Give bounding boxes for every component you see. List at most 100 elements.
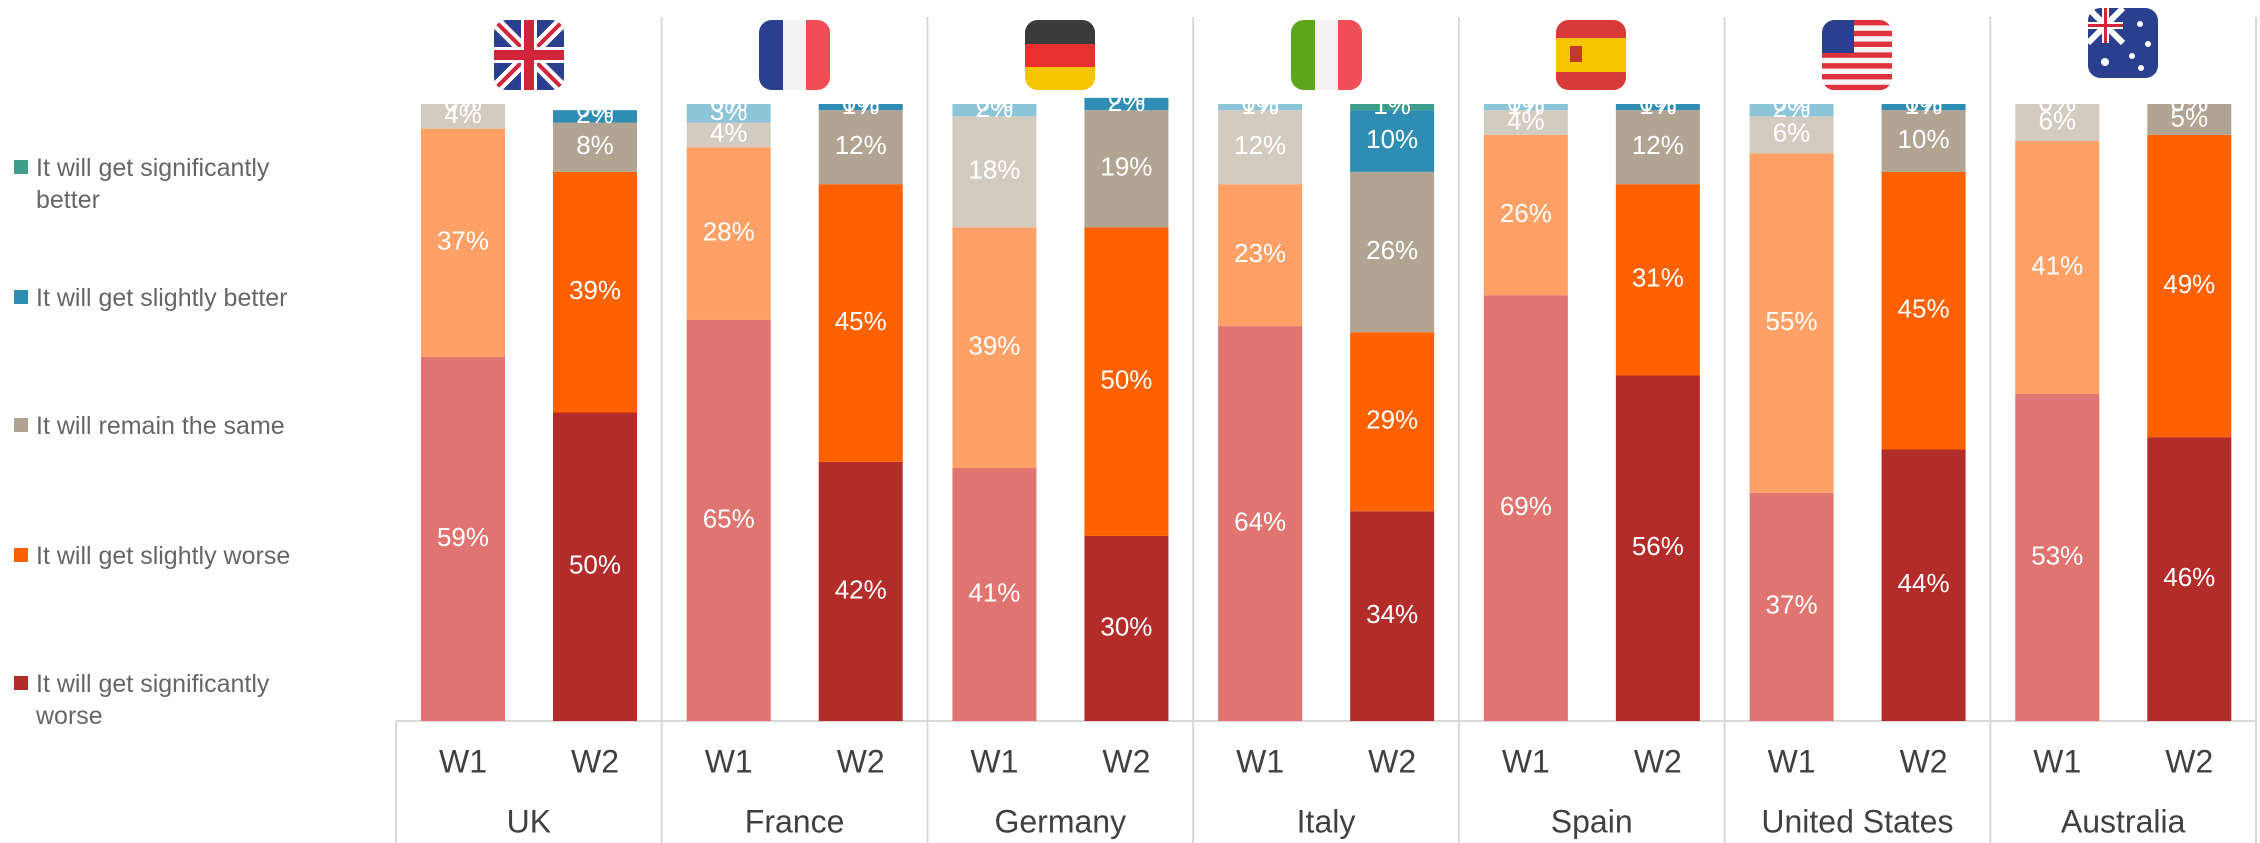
data-label: 1%	[842, 90, 880, 120]
legend-label: It will get slightly better	[36, 284, 288, 312]
flag-uk	[494, 20, 564, 90]
flag-france	[759, 20, 830, 90]
bar-segment	[1350, 171, 1435, 333]
data-label: 19%	[1100, 152, 1152, 182]
data-label: 1%	[1507, 90, 1545, 120]
data-label: 3%	[710, 96, 748, 126]
bar-segment	[1749, 492, 1834, 721]
flag-australia	[2088, 8, 2158, 78]
data-label: 6%	[1773, 118, 1811, 148]
bar-segment	[818, 104, 903, 111]
legend-swatch	[14, 676, 28, 690]
bar-segment	[1615, 184, 1700, 376]
bar-segment	[952, 116, 1037, 228]
data-label: 0%	[444, 87, 482, 117]
data-label: 2%	[976, 93, 1014, 123]
data-label: 0%	[444, 87, 482, 117]
legend-item: It will remain the same	[14, 410, 304, 442]
data-label: 0%	[1773, 87, 1811, 117]
data-label: 4%	[444, 99, 482, 129]
bar-segment	[1881, 110, 1966, 172]
data-label: 37%	[437, 226, 489, 256]
data-label: 5%	[2170, 102, 2208, 132]
data-label: 50%	[1100, 365, 1152, 395]
bar-segment	[952, 104, 1037, 117]
bar-segment	[1881, 449, 1966, 721]
data-label: 0%	[1905, 87, 1943, 117]
data-label: 26%	[1366, 235, 1418, 265]
legend-item: It will get slightly better	[14, 282, 304, 314]
bar-segment	[1749, 116, 1834, 154]
bar-segment	[421, 104, 505, 129]
group-label: Italy	[1297, 803, 1356, 839]
data-label: 0%	[2170, 87, 2208, 117]
data-label: 59%	[437, 522, 489, 552]
data-label: 0%	[2038, 87, 2076, 117]
legend-item: It will get significantly better	[14, 152, 304, 216]
bar-segment	[818, 110, 903, 185]
bar-segment	[686, 147, 771, 320]
data-label: 2%	[576, 99, 614, 129]
bar-segment	[1749, 104, 1834, 117]
bar-segment	[553, 122, 637, 172]
legend-swatch	[14, 548, 28, 562]
data-label: 0%	[1507, 87, 1545, 117]
bar-segment	[818, 184, 903, 462]
legend-label: It will get significantly worse	[36, 670, 270, 730]
data-label: 49%	[2163, 269, 2215, 299]
bar-segment	[1350, 511, 1435, 721]
data-label: 29%	[1366, 405, 1418, 435]
legend-swatch	[14, 418, 28, 432]
x-tick-label: W2	[1900, 743, 1948, 779]
data-label: 1%	[1241, 90, 1279, 120]
group-label: Germany	[994, 803, 1126, 839]
data-label: 42%	[835, 574, 887, 604]
data-label: 26%	[1500, 198, 1552, 228]
bar-segment	[1218, 326, 1303, 721]
data-label: 0%	[1108, 81, 1146, 111]
legend-label: It will get significantly better	[36, 154, 270, 214]
x-tick-label: W2	[2165, 743, 2213, 779]
flag-spain	[1556, 20, 1626, 90]
bar-segment	[2015, 104, 2100, 142]
bar-segment	[2015, 393, 2100, 721]
data-label: 44%	[1898, 568, 1950, 598]
group-label: France	[745, 803, 845, 839]
data-label: 39%	[968, 331, 1020, 361]
group-label: UK	[507, 803, 551, 839]
flag-us	[1822, 20, 1892, 91]
x-tick-label: W1	[705, 743, 753, 779]
bar-segment	[1881, 171, 1966, 450]
data-label: 0%	[976, 87, 1014, 117]
x-tick-label: W1	[1502, 743, 1550, 779]
data-label: 2%	[1773, 93, 1811, 123]
x-tick-label: W2	[837, 743, 885, 779]
bar-segment	[1615, 104, 1700, 111]
data-label: 1%	[1373, 90, 1411, 120]
legend-swatch	[14, 290, 28, 304]
bar-segment	[686, 104, 771, 123]
data-label: 4%	[710, 118, 748, 148]
data-label: 1%	[1905, 90, 1943, 120]
data-label: 0%	[710, 87, 748, 117]
data-label: 41%	[968, 577, 1020, 607]
data-label: 10%	[1898, 124, 1950, 154]
flag-germany	[1025, 20, 1095, 90]
data-label: 69%	[1500, 491, 1552, 521]
bar-segment	[1483, 104, 1568, 111]
bar-segment	[1615, 110, 1700, 185]
bar-segment	[686, 319, 771, 721]
legend-swatch	[14, 160, 28, 174]
bar-segment	[421, 128, 505, 357]
data-label: 64%	[1234, 506, 1286, 536]
bar-segment	[952, 227, 1037, 469]
bar-segment	[2147, 437, 2232, 721]
legend-label: It will remain the same	[36, 412, 285, 440]
group-label: Spain	[1551, 803, 1633, 839]
data-label: 46%	[2163, 562, 2215, 592]
data-label: 53%	[2031, 540, 2083, 570]
bar-segment	[1084, 97, 1169, 111]
group-label: United States	[1761, 803, 1953, 839]
